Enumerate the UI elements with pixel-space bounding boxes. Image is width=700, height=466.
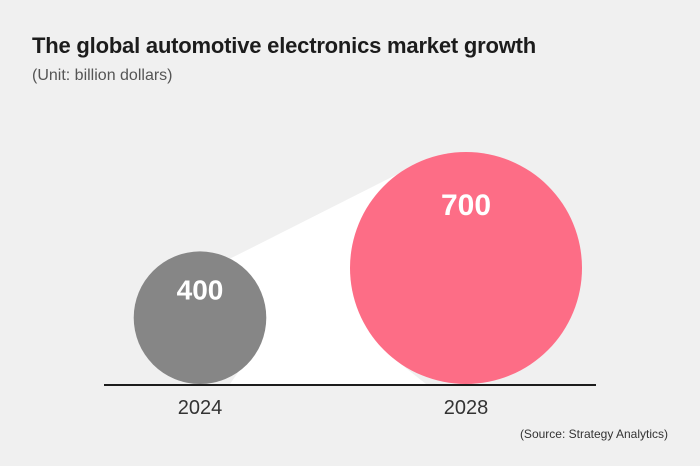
source-note: (Source: Strategy Analytics) xyxy=(519,427,668,441)
x-tick-2024: 2024 xyxy=(178,397,223,419)
chart-subtitle: (Unit: billion dollars) xyxy=(32,67,173,84)
bubble-2024 xyxy=(133,251,267,384)
value-label-2024: 400 xyxy=(177,275,224,306)
value-label-2028: 700 xyxy=(441,189,491,222)
chart-title: The global automotive electronics market… xyxy=(32,33,537,58)
bubble-2028 xyxy=(350,152,582,384)
x-tick-2028: 2028 xyxy=(444,397,489,419)
